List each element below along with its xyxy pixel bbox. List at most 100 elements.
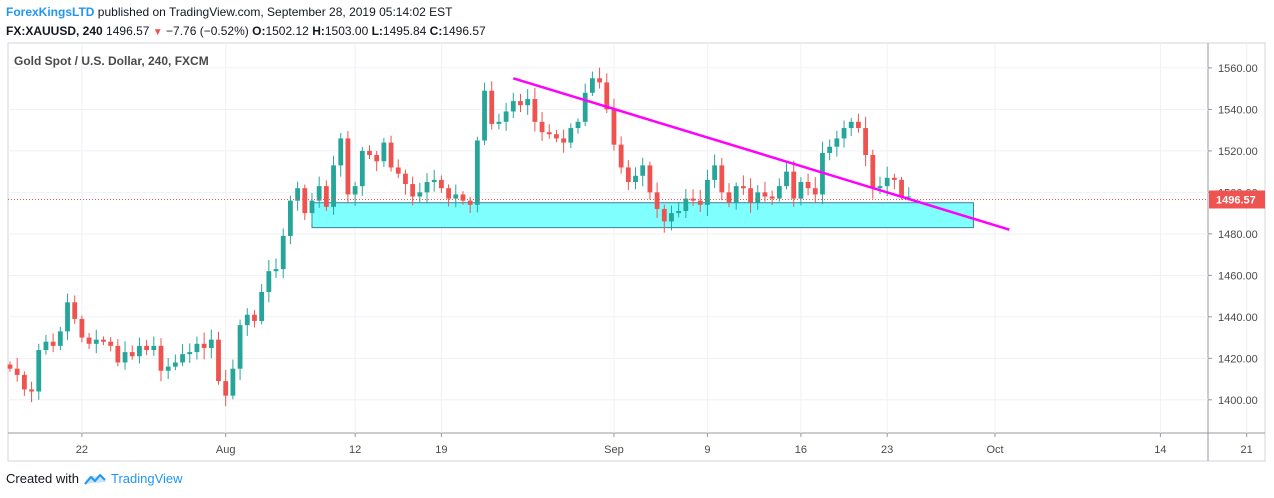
time-tick-label: 12 bbox=[349, 444, 361, 456]
candle-body bbox=[237, 325, 243, 369]
candle-body bbox=[158, 345, 164, 371]
candle-body bbox=[144, 345, 150, 351]
candle-body bbox=[482, 90, 487, 141]
close-value: 1496.57 bbox=[442, 24, 486, 38]
candle-body bbox=[338, 138, 344, 166]
price-tick-label: 1560.00 bbox=[1218, 63, 1258, 75]
candle-body bbox=[884, 177, 890, 187]
tradingview-brand[interactable]: TradingView bbox=[110, 471, 183, 486]
chart-title: Gold Spot / U.S. Dollar, 240, FXCM bbox=[14, 54, 209, 68]
candle-body bbox=[216, 339, 221, 382]
time-tick-label: 14 bbox=[1154, 444, 1166, 456]
candle-body bbox=[266, 271, 272, 292]
candle-body bbox=[834, 138, 840, 147]
time-tick-label: 19 bbox=[435, 444, 447, 456]
candle-body bbox=[870, 155, 876, 189]
candle-body bbox=[21, 374, 27, 390]
candle-body bbox=[604, 82, 610, 110]
candle-body bbox=[532, 99, 538, 122]
candle-body bbox=[151, 345, 157, 351]
candle-body bbox=[863, 128, 869, 156]
open-label: O: bbox=[252, 24, 266, 38]
time-tick-label: 16 bbox=[795, 444, 807, 456]
candle-body bbox=[661, 208, 667, 222]
candle-body bbox=[417, 192, 423, 197]
candle-body bbox=[561, 138, 567, 143]
candle-body bbox=[36, 350, 42, 392]
candle-body bbox=[762, 192, 768, 197]
footer: Created with TradingView bbox=[6, 471, 183, 486]
candle-body bbox=[29, 389, 34, 392]
candle-body bbox=[115, 345, 121, 363]
candle-body bbox=[410, 184, 416, 197]
candle-body bbox=[180, 354, 185, 363]
candle-body bbox=[798, 181, 804, 199]
candle-body bbox=[525, 99, 531, 106]
candle-body bbox=[633, 175, 638, 182]
price-axis[interactable]: 1400.001420.001440.001460.001480.001500.… bbox=[1208, 63, 1265, 407]
candle-body bbox=[827, 146, 833, 153]
time-tick-label: 21 bbox=[1241, 444, 1253, 456]
candle-body bbox=[554, 134, 559, 139]
high-label: H: bbox=[312, 24, 325, 38]
time-tick-label: Aug bbox=[216, 444, 236, 456]
candle-body bbox=[776, 186, 782, 199]
candle-body bbox=[122, 352, 128, 363]
candle-body bbox=[899, 179, 904, 197]
candle-body bbox=[244, 314, 250, 326]
candle-body bbox=[252, 314, 257, 321]
candle-body bbox=[273, 269, 279, 272]
candle-body bbox=[618, 144, 624, 168]
candle-body bbox=[791, 171, 797, 199]
candle-body bbox=[841, 128, 847, 139]
candle-body bbox=[395, 167, 401, 174]
high-value: 1503.00 bbox=[324, 24, 369, 38]
price-tick-label: 1520.00 bbox=[1218, 146, 1258, 158]
candle-body bbox=[403, 173, 408, 185]
candle-body bbox=[331, 165, 336, 207]
candle-body bbox=[755, 192, 761, 203]
candle-body bbox=[446, 188, 451, 199]
candle-body bbox=[460, 194, 466, 201]
candle-body bbox=[65, 302, 70, 332]
candle-body bbox=[647, 165, 653, 193]
candle-body bbox=[424, 181, 430, 193]
candle-body bbox=[187, 352, 193, 355]
price-tick-label: 1400.00 bbox=[1218, 395, 1258, 407]
candle-body bbox=[546, 132, 552, 135]
candle-body bbox=[467, 200, 473, 205]
author-name[interactable]: ForexKingsLTD bbox=[6, 5, 95, 19]
candle-body bbox=[748, 188, 753, 203]
candle-body bbox=[295, 188, 300, 201]
last-price-badge-label: 1496.57 bbox=[1216, 194, 1256, 206]
candle-body bbox=[101, 339, 106, 342]
grid-lines bbox=[8, 43, 1248, 433]
candle-body bbox=[137, 345, 142, 357]
candle-body bbox=[784, 171, 789, 187]
time-axis[interactable]: 22 Aug 12 19 Sep 9 16 23 Oct 14 21 bbox=[76, 433, 1253, 456]
time-tick-label: Sep bbox=[604, 444, 624, 456]
candle-body bbox=[280, 235, 286, 270]
price-tick-label: 1540.00 bbox=[1218, 104, 1258, 116]
candle-body bbox=[891, 177, 897, 180]
time-tick-label: 23 bbox=[881, 444, 893, 456]
candle-body bbox=[439, 179, 444, 189]
candle-body bbox=[812, 188, 818, 195]
candle-body bbox=[223, 381, 229, 396]
candle-body bbox=[654, 192, 660, 209]
candle-body bbox=[453, 194, 459, 199]
chart-frame bbox=[7, 42, 1266, 462]
candle-body bbox=[374, 155, 380, 162]
candle-body bbox=[93, 339, 99, 344]
candle-body bbox=[740, 186, 746, 189]
candle-body bbox=[108, 341, 114, 346]
candle-body bbox=[201, 343, 207, 348]
candle-body bbox=[230, 368, 236, 396]
support-zone-layer bbox=[311, 202, 974, 229]
candle-body bbox=[575, 121, 581, 129]
last-price: 1496.57 bbox=[106, 24, 150, 38]
candle-body bbox=[72, 302, 78, 319]
candle-body bbox=[194, 343, 200, 353]
candle-body bbox=[172, 362, 178, 367]
